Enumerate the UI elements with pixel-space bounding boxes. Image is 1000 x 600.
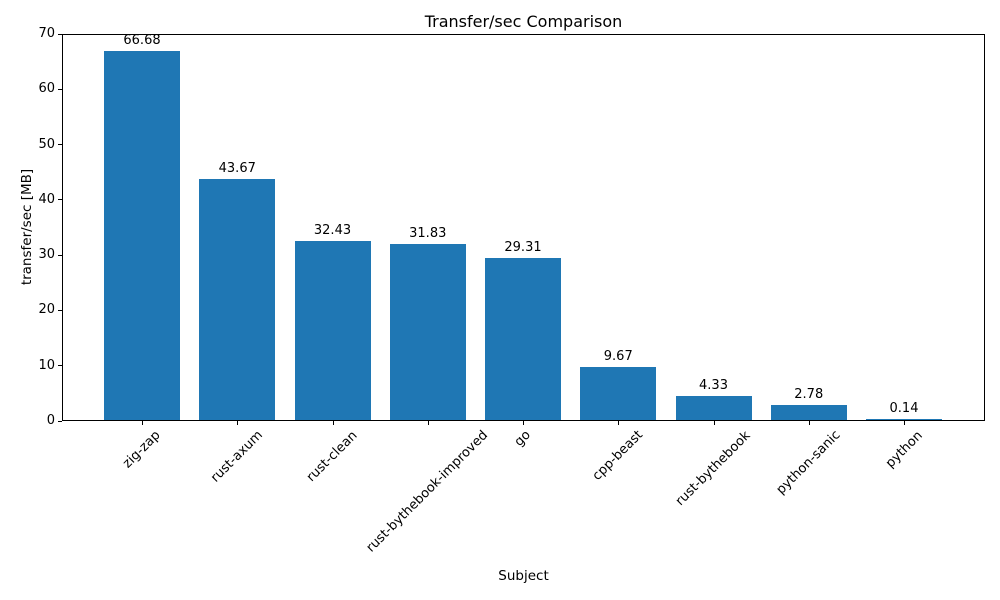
x-axis-label: Subject [498, 568, 549, 584]
y-tick-label: 40 [38, 191, 55, 207]
chart-title: Transfer/sec Comparison [424, 12, 623, 31]
bar [199, 178, 276, 420]
y-tick-label: 0 [46, 413, 55, 428]
bar-value-label: 66.68 [123, 33, 161, 49]
x-tick-mark [523, 421, 524, 425]
y-tick-mark [58, 88, 62, 90]
y-axis-label: transfer/sec [MB] [19, 168, 35, 286]
y-tick-mark [58, 144, 62, 146]
x-tick-mark [332, 421, 334, 425]
bar-value-label: 0.14 [889, 401, 919, 417]
y-tick-label: 10 [38, 357, 55, 373]
y-tick-label: 50 [38, 136, 55, 152]
bar [294, 240, 371, 420]
bar [104, 51, 180, 420]
bar-value-label: 32.43 [313, 222, 352, 238]
x-tick-label: rust-bythebook [672, 427, 754, 509]
bar [389, 244, 466, 420]
bar [770, 404, 847, 420]
x-tick-label: rust-bythebook-improved [363, 427, 492, 556]
x-tick-mark [808, 421, 810, 425]
bar-value-label: 9.67 [603, 348, 633, 364]
x-tick-mark [142, 421, 143, 425]
x-tick-mark [427, 421, 429, 425]
bar [866, 419, 942, 420]
bar-value-label: 31.83 [409, 226, 447, 242]
x-tick-label: zig-zap [120, 427, 164, 472]
x-tick-mark [618, 421, 620, 425]
y-tick-mark [58, 420, 62, 422]
x-tick-mark [904, 421, 905, 425]
y-tick-label: 30 [38, 247, 55, 263]
x-tick-label: rust-clean [303, 427, 361, 485]
plot-area [62, 34, 985, 421]
y-tick-label: 70 [38, 26, 55, 41]
y-tick-mark [58, 309, 62, 311]
x-tick-mark [713, 421, 715, 425]
x-tick-label: python-sanic [773, 428, 844, 498]
x-tick-label: python [882, 427, 926, 471]
y-tick-mark [58, 254, 62, 256]
y-tick-label: 60 [38, 81, 55, 97]
x-tick-label: cpp-beast [590, 427, 647, 485]
bar-value-label: 2.78 [794, 386, 824, 402]
bar [485, 257, 561, 420]
x-tick-label: go [511, 427, 534, 450]
bar-value-label: 4.33 [699, 378, 728, 394]
y-tick-mark [58, 199, 62, 201]
bar-value-label: 29.31 [504, 239, 542, 255]
bar-value-label: 43.67 [218, 160, 256, 176]
x-tick-mark [237, 421, 239, 425]
y-tick-mark [58, 365, 62, 367]
y-tick-label: 20 [38, 302, 55, 318]
y-tick-mark [58, 33, 62, 35]
bar [675, 396, 752, 420]
x-tick-label: rust-axum [207, 428, 266, 486]
bar [580, 366, 657, 420]
